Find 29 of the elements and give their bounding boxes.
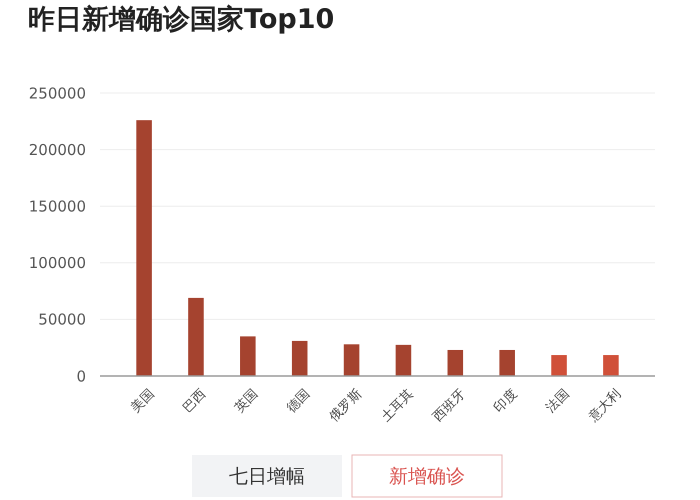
y-tick-label: 100000 [28, 254, 86, 272]
x-tick-label: 德国 [284, 386, 313, 416]
x-tick-label: 意大利 [585, 386, 624, 426]
bar [551, 355, 567, 376]
y-tick-label: 0 [76, 367, 86, 386]
x-tick-label: 俄罗斯 [326, 386, 365, 425]
chart-title: 昨日新增确诊国家Top10 [28, 4, 334, 35]
bar [499, 350, 515, 376]
bar [136, 120, 152, 376]
toggle-button: 七日增幅 [192, 455, 342, 497]
y-tick-label: 50000 [38, 310, 86, 329]
x-tick-label: 土耳其 [378, 386, 417, 425]
bar [292, 340, 308, 376]
y-tick-label: 200000 [28, 140, 86, 159]
toggle-button: 新增确诊 [352, 454, 502, 498]
bar [188, 298, 204, 376]
bar [344, 344, 360, 376]
x-tick-label: 印度 [490, 386, 520, 416]
x-tick-label: 巴西 [180, 386, 210, 416]
bar [396, 344, 412, 376]
x-tick-label: 西班牙 [430, 386, 469, 425]
x-tick-label: 美国 [128, 386, 158, 416]
bar [603, 355, 619, 376]
x-tick-label: 法国 [543, 386, 572, 416]
bar [448, 350, 464, 376]
y-tick-label: 250000 [28, 84, 86, 102]
x-tick-label: 英国 [232, 386, 262, 416]
bar [240, 336, 256, 376]
y-tick-label: 150000 [28, 197, 86, 216]
